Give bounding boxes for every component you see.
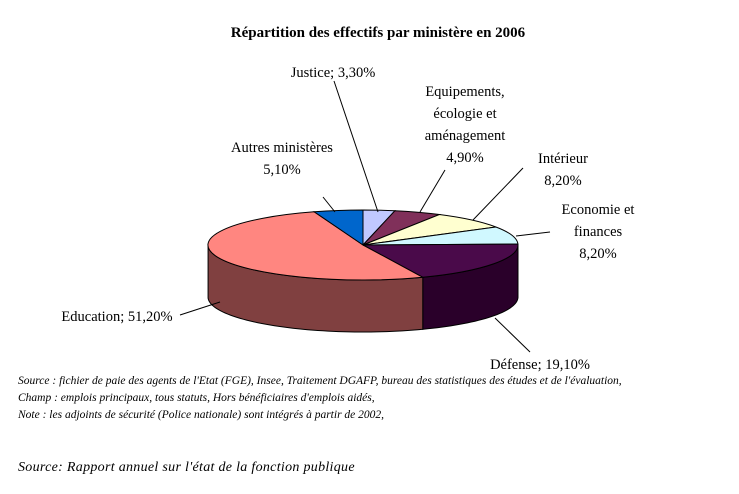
slice-label-line: Défense; 19,10% bbox=[490, 357, 590, 373]
slice-label-autres-ministeres: Autres ministères 5,10% bbox=[231, 140, 333, 178]
slice-label-line: finances bbox=[574, 224, 623, 240]
slice-label-interieur: Intérieur 8,20% bbox=[538, 151, 588, 189]
slice-label-line: 5,10% bbox=[263, 162, 300, 178]
slice-label-line: Equipements, bbox=[425, 84, 504, 100]
slice-label-line: Economie et bbox=[562, 202, 635, 218]
slice-label-education: Education; 51,20% bbox=[61, 309, 172, 325]
leader-lines bbox=[179, 80, 551, 353]
slice-label-line: écologie et bbox=[433, 106, 496, 122]
slice-education bbox=[207, 211, 425, 281]
slice-label-line: Justice; 3,30% bbox=[291, 65, 376, 81]
slice-label-line: aménagement bbox=[425, 128, 506, 144]
slice-label-line: 8,20% bbox=[579, 246, 616, 262]
leader-education bbox=[179, 301, 221, 316]
slice-labels: Justice; 3,30% Equipements, écologie et amé… bbox=[61, 65, 634, 373]
slice-label-line: Autres ministères bbox=[231, 140, 333, 156]
slice-label-line: 8,20% bbox=[544, 173, 581, 189]
slice-label-line: 4,90% bbox=[446, 150, 483, 166]
slice-label-equipements-ecologie-et-amenagement: Equipements, écologie et aménagement 4,90% bbox=[425, 84, 506, 166]
slice-label-line: Intérieur bbox=[538, 151, 588, 167]
chart-notes: Source : fichier de paie des agents de l… bbox=[18, 373, 718, 424]
slice-label-defense: Défense; 19,10% bbox=[490, 357, 590, 373]
chart-title: Répartition des effectifs par ministère … bbox=[231, 25, 526, 41]
footer-source: Source: Rapport annuel sur l'état de la … bbox=[18, 460, 355, 475]
leader-defense bbox=[494, 317, 531, 353]
source-note: Source : fichier de paie des agents de l… bbox=[18, 375, 622, 387]
note-line: Note : les adjoints de sécurité (Police … bbox=[18, 409, 385, 421]
slice-label-economie-et-finances: Economie et finances 8,20% bbox=[562, 202, 635, 262]
pie-tops bbox=[207, 209, 519, 281]
slice-defense bbox=[362, 243, 519, 278]
champ-note: Champ : emplois principaux, tous statuts… bbox=[18, 392, 375, 404]
slice-label-justice: Justice; 3,30% bbox=[291, 65, 376, 81]
leader-autres-ministeres bbox=[322, 196, 336, 213]
leader-justice bbox=[333, 80, 379, 213]
leader-economie-et-finances bbox=[515, 231, 551, 237]
slice-autres-ministeres bbox=[312, 209, 364, 246]
leader-interieur bbox=[472, 167, 524, 221]
leader-equipements-ecologie-et-amenagement bbox=[419, 169, 446, 213]
slice-label-line: Education; 51,20% bbox=[61, 309, 172, 325]
